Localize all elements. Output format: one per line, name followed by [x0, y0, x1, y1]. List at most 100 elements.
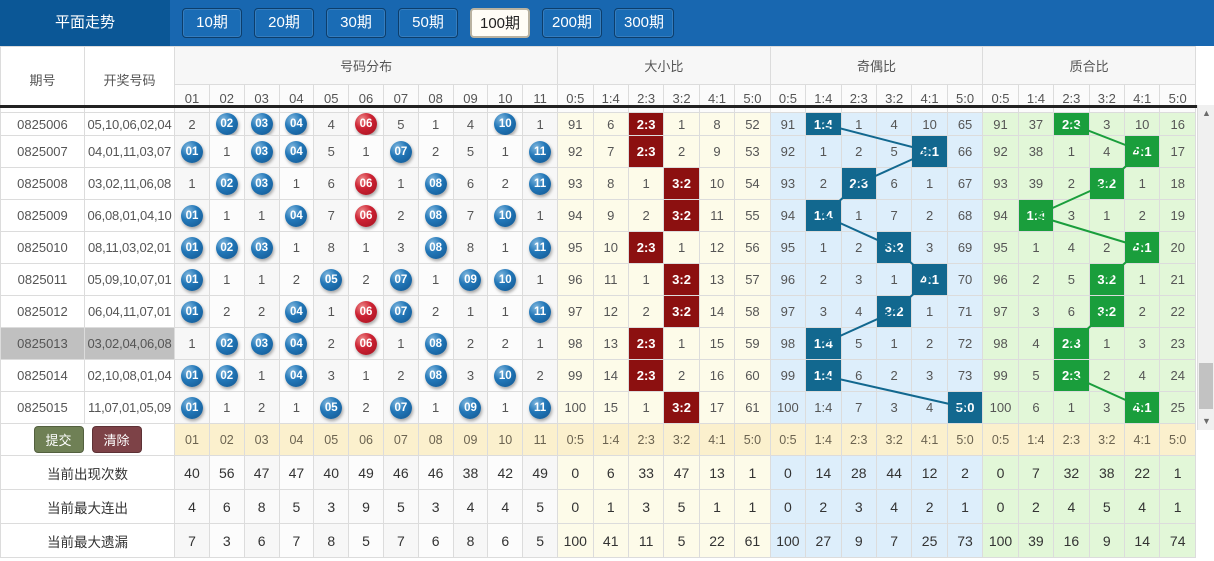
- drawn-ball-01[interactable]: 01: [174, 359, 210, 392]
- ratio-cell-odd[interactable]: 10: [911, 112, 948, 136]
- footer-col-num-07[interactable]: 07: [382, 423, 419, 456]
- ratio-cell-big[interactable]: 14: [698, 295, 736, 328]
- footer-col-prime-1-4[interactable]: 1:4: [1017, 423, 1055, 456]
- ratio-cell-prime[interactable]: 3: [1053, 199, 1090, 232]
- ratio-cell-big[interactable]: 1: [663, 231, 700, 264]
- miss-count-cell[interactable]: 1: [487, 231, 524, 264]
- drawn-ball-04[interactable]: 04: [278, 112, 315, 136]
- ratio-cell-prime[interactable]: 6: [1053, 295, 1090, 328]
- ratio-cell-prime[interactable]: 25: [1159, 391, 1196, 424]
- ratio-cell-big[interactable]: 91: [557, 112, 594, 136]
- col-header-big-3-2[interactable]: 3:2: [663, 84, 700, 113]
- drawn-ball-02[interactable]: 02: [208, 327, 245, 360]
- col-header-odd-2-3[interactable]: 2:3: [840, 84, 877, 113]
- miss-count-cell[interactable]: 7: [452, 199, 489, 232]
- ratio-cell-big[interactable]: 96: [557, 263, 594, 296]
- drawn-ball-08[interactable]: 08: [417, 327, 454, 360]
- ratio-cell-prime[interactable]: 22: [1159, 295, 1196, 328]
- drawn-ball-11[interactable]: 11: [522, 135, 559, 168]
- period-button-10期[interactable]: 10期: [182, 8, 242, 38]
- miss-count-cell[interactable]: 1: [208, 391, 245, 424]
- ratio-cell-odd[interactable]: 2: [911, 327, 948, 360]
- ratio-cell-big[interactable]: 2: [627, 295, 665, 328]
- scrollbar-thumb[interactable]: [1199, 363, 1213, 409]
- drawn-ball-11[interactable]: 11: [522, 391, 559, 424]
- ratio-cell-big[interactable]: 9: [592, 199, 629, 232]
- footer-col-odd-0-5[interactable]: 0:5: [769, 423, 807, 456]
- miss-count-cell[interactable]: 1: [382, 327, 419, 360]
- ratio-cell-odd[interactable]: 1: [840, 112, 877, 136]
- ratio-cell-big[interactable]: 14: [592, 359, 629, 392]
- miss-count-cell[interactable]: 1: [348, 135, 384, 168]
- drawn-ball-04[interactable]: 04: [278, 327, 315, 360]
- footer-col-big-3-2[interactable]: 3:2: [663, 423, 700, 456]
- ratio-cell-big[interactable]: 6: [592, 112, 629, 136]
- ratio-hit-odd[interactable]: 4:1: [911, 263, 948, 296]
- ratio-cell-odd[interactable]: 67: [946, 167, 984, 200]
- drawn-ball-06[interactable]: 06: [348, 199, 384, 232]
- period-button-50期[interactable]: 50期: [398, 8, 458, 38]
- ratio-cell-prime[interactable]: 4: [1017, 327, 1055, 360]
- ratio-cell-prime[interactable]: 39: [1017, 167, 1055, 200]
- drawn-ball-02[interactable]: 02: [208, 112, 245, 136]
- drawn-ball-08[interactable]: 08: [417, 199, 454, 232]
- ratio-hit-prime[interactable]: 4:1: [1123, 135, 1161, 168]
- ratio-cell-big[interactable]: 15: [698, 327, 736, 360]
- ratio-cell-big[interactable]: 16: [698, 359, 736, 392]
- ratio-cell-odd[interactable]: 73: [946, 359, 984, 392]
- drawn-ball-06[interactable]: 06: [348, 327, 384, 360]
- ratio-hit-big[interactable]: 3:2: [663, 167, 700, 200]
- ratio-cell-prime[interactable]: 94: [982, 199, 1019, 232]
- ratio-cell-odd[interactable]: 92: [769, 135, 807, 168]
- ratio-cell-prime[interactable]: 98: [982, 327, 1019, 360]
- col-header-num-06[interactable]: 06: [348, 84, 384, 113]
- footer-col-num-08[interactable]: 08: [417, 423, 454, 456]
- table-row[interactable]: 0825011 05,09,10,07,01 01 1 1 2 05 2 07 1 09 10 1 96 1…: [0, 263, 1196, 296]
- miss-count-cell[interactable]: 6: [452, 167, 489, 200]
- ratio-cell-prime[interactable]: 20: [1159, 231, 1196, 264]
- ratio-cell-odd[interactable]: 3: [911, 231, 948, 264]
- drawn-ball-10[interactable]: 10: [487, 359, 524, 392]
- col-header-num-05[interactable]: 05: [313, 84, 350, 113]
- drawn-ball-02[interactable]: 02: [208, 231, 245, 264]
- ratio-cell-big[interactable]: 2: [663, 135, 700, 168]
- miss-count-cell[interactable]: 2: [522, 359, 559, 392]
- ratio-cell-prime[interactable]: 19: [1159, 199, 1196, 232]
- ratio-cell-prime[interactable]: 21: [1159, 263, 1196, 296]
- ratio-cell-big[interactable]: 53: [734, 135, 771, 168]
- drawn-ball-03[interactable]: 03: [243, 231, 280, 264]
- ratio-cell-big[interactable]: 1: [663, 327, 700, 360]
- miss-count-cell[interactable]: 2: [487, 327, 524, 360]
- ratio-cell-big[interactable]: 98: [557, 327, 594, 360]
- ratio-hit-prime[interactable]: 3:2: [1088, 295, 1125, 328]
- ratio-cell-odd[interactable]: 70: [946, 263, 984, 296]
- ratio-cell-odd[interactable]: 98: [769, 327, 807, 360]
- miss-count-cell[interactable]: 1: [243, 359, 280, 392]
- footer-col-big-5-0[interactable]: 5:0: [734, 423, 771, 456]
- miss-count-cell[interactable]: 1: [348, 231, 384, 264]
- ratio-hit-big[interactable]: 3:2: [663, 199, 700, 232]
- miss-count-cell[interactable]: 2: [243, 391, 280, 424]
- col-header-prime-1-4[interactable]: 1:4: [1017, 84, 1055, 113]
- footer-col-prime-0-5[interactable]: 0:5: [982, 423, 1019, 456]
- ratio-cell-big[interactable]: 17: [698, 391, 736, 424]
- miss-count-cell[interactable]: 8: [313, 231, 350, 264]
- col-header-big-2-3[interactable]: 2:3: [627, 84, 665, 113]
- ratio-hit-big[interactable]: 3:2: [663, 263, 700, 296]
- miss-count-cell[interactable]: 2: [348, 263, 384, 296]
- ratio-cell-big[interactable]: 92: [557, 135, 594, 168]
- ratio-cell-odd[interactable]: 4: [875, 112, 913, 136]
- ratio-hit-big[interactable]: 3:2: [663, 391, 700, 424]
- ratio-cell-prime[interactable]: 1: [1123, 263, 1161, 296]
- miss-count-cell[interactable]: 4: [452, 112, 489, 136]
- ratio-cell-odd[interactable]: 94: [769, 199, 807, 232]
- ratio-cell-odd[interactable]: 5: [840, 327, 877, 360]
- ratio-cell-odd[interactable]: 95: [769, 231, 807, 264]
- miss-count-cell[interactable]: 1: [208, 199, 245, 232]
- drawn-ball-08[interactable]: 08: [417, 231, 454, 264]
- ratio-cell-odd[interactable]: 3: [875, 391, 913, 424]
- col-header-num-09[interactable]: 09: [452, 84, 489, 113]
- ratio-cell-prime[interactable]: 18: [1159, 167, 1196, 200]
- ratio-cell-big[interactable]: 1: [627, 167, 665, 200]
- miss-count-cell[interactable]: 1: [278, 391, 315, 424]
